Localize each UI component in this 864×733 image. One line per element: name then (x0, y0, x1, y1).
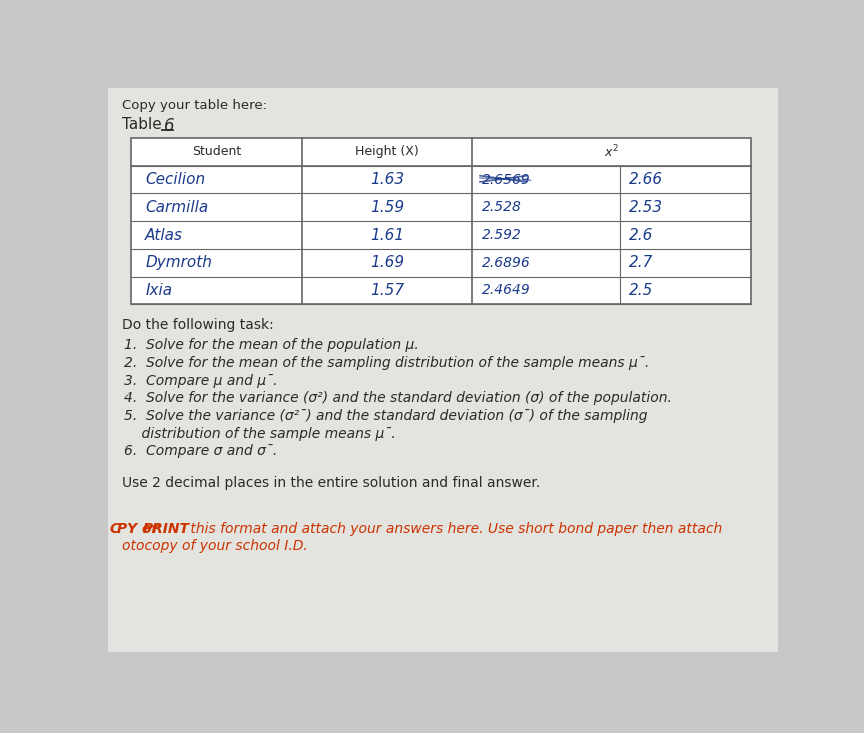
Text: 2.7: 2.7 (629, 255, 653, 270)
Text: Student: Student (192, 145, 241, 158)
Text: 1.61: 1.61 (370, 227, 404, 243)
Text: PY or: PY or (118, 522, 163, 537)
Text: 2.6896: 2.6896 (481, 256, 530, 270)
Text: C: C (110, 522, 120, 537)
Text: Height (X): Height (X) (355, 145, 419, 158)
Text: 2.528: 2.528 (481, 200, 522, 214)
Text: Table: Table (122, 117, 162, 132)
Text: 1.57: 1.57 (370, 283, 404, 298)
Text: $x^2$: $x^2$ (604, 144, 619, 161)
Text: 1.63: 1.63 (370, 172, 404, 187)
Text: 2.  Solve for the mean of the sampling distribution of the sample means μ¯.: 2. Solve for the mean of the sampling di… (124, 356, 649, 370)
Text: 2.6: 2.6 (629, 227, 653, 243)
Text: Do the following task:: Do the following task: (122, 318, 274, 332)
Text: 6.  Compare σ and σ¯.: 6. Compare σ and σ¯. (124, 444, 276, 458)
Text: Cecilion: Cecilion (145, 172, 206, 187)
Text: 6: 6 (164, 117, 175, 135)
Text: 2.53: 2.53 (629, 200, 663, 215)
Text: Carmilla: Carmilla (145, 200, 208, 215)
Text: 1.69: 1.69 (370, 255, 404, 270)
Text: PRINT: PRINT (143, 522, 190, 537)
Text: 3.  Compare μ and μ¯.: 3. Compare μ and μ¯. (124, 374, 277, 388)
Text: 2.5: 2.5 (629, 283, 653, 298)
Text: 1.  Solve for the mean of the population μ.: 1. Solve for the mean of the population … (124, 338, 418, 353)
Text: 1.59: 1.59 (370, 200, 404, 215)
Text: Atlas: Atlas (145, 227, 183, 243)
Text: 2.6569: 2.6569 (481, 172, 530, 187)
Text: 2.66: 2.66 (629, 172, 663, 187)
Text: 2.4649: 2.4649 (481, 284, 530, 298)
Text: 2.592: 2.592 (481, 228, 522, 242)
Text: Use 2 decimal places in the entire solution and final answer.: Use 2 decimal places in the entire solut… (122, 476, 540, 490)
Text: Dymroth: Dymroth (145, 255, 212, 270)
Bar (131, 138, 752, 304)
Text: Copy your table here:: Copy your table here: (122, 99, 267, 111)
Text: this format and attach your answers here. Use short bond paper then attach: this format and attach your answers here… (186, 522, 721, 537)
Text: 5.  Solve the variance (σ²¯) and the standard deviation (σ¯) of the sampling: 5. Solve the variance (σ²¯) and the stan… (124, 409, 647, 423)
Text: Ixia: Ixia (145, 283, 172, 298)
Text: distribution of the sample means μ¯.: distribution of the sample means μ¯. (124, 427, 395, 441)
Text: otocopy of your school I.D.: otocopy of your school I.D. (122, 539, 308, 553)
Text: 4.  Solve for the variance (σ²) and the standard deviation (σ) of the population: 4. Solve for the variance (σ²) and the s… (124, 391, 671, 405)
